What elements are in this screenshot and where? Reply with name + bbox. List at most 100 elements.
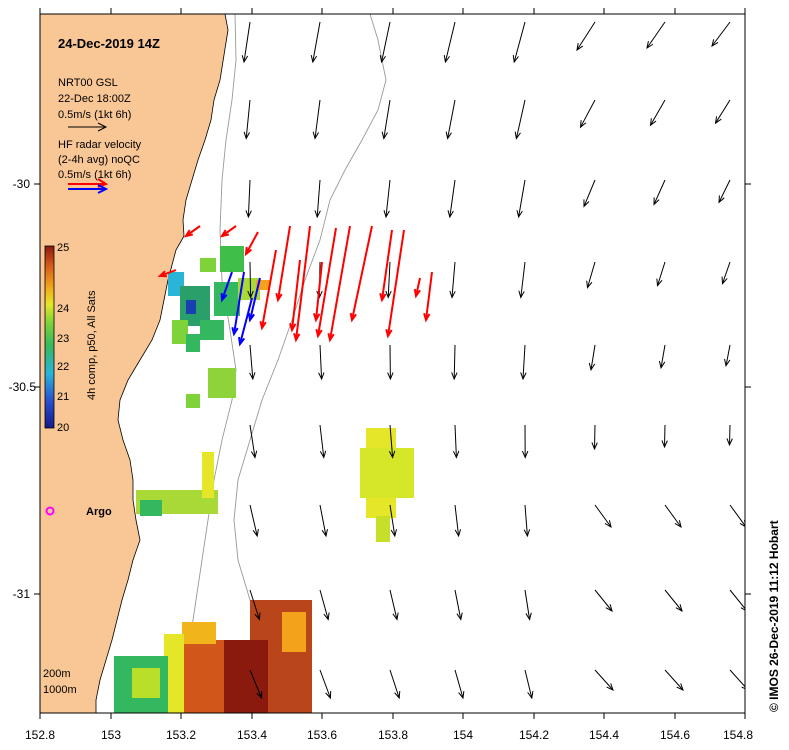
model-current-arrow-head <box>711 39 719 48</box>
model-current-arrow-head <box>583 199 590 208</box>
model-current-arrow-head <box>243 131 250 140</box>
radar-arrow-blue <box>239 297 253 345</box>
radar-arrow-red <box>315 261 323 321</box>
radar-arrow-blue <box>221 271 233 301</box>
colorbar-tick-label: 25 <box>57 242 69 254</box>
model-current-arrow <box>664 669 684 691</box>
model-current-arrow-head <box>249 372 256 381</box>
model-current-arrow <box>249 344 254 380</box>
model-current-arrow <box>729 669 745 688</box>
model-current-arrow <box>594 504 612 528</box>
x-tick-label: 153.2 <box>166 728 196 742</box>
model-current-arrow <box>247 179 251 218</box>
model-current-arrow-head <box>379 55 387 64</box>
model-current-arrow <box>583 179 596 207</box>
model-current-arrow-head <box>241 55 249 64</box>
model-current-arrow-head <box>449 290 456 299</box>
model-current-arrow <box>576 21 596 51</box>
radar-arrow-red <box>245 231 259 255</box>
model-current-arrow-head <box>606 683 614 691</box>
radar-arrow-blue-head <box>231 326 239 337</box>
model-current-arrow-head <box>656 278 663 287</box>
model-current-arrow <box>725 344 731 366</box>
radar-arrow-red <box>159 269 177 277</box>
sst-patches <box>114 246 414 713</box>
model-date: 22-Dec 18:00Z <box>58 93 131 105</box>
model-current-arrow-head <box>383 210 390 219</box>
model-current-arrow <box>729 589 745 610</box>
x-tick-label: 154.2 <box>519 728 549 742</box>
radar-arrow-red <box>387 229 405 337</box>
model-current-arrows <box>241 21 745 700</box>
model-current-arrow <box>245 99 251 139</box>
radar-arrow-red-head <box>349 312 357 323</box>
model-current-arrow-head <box>512 54 519 64</box>
model-current-arrow-head <box>714 116 722 125</box>
radar-arrow-red <box>415 277 421 297</box>
model-current-arrow-head <box>661 440 668 449</box>
model-current-arrow-head <box>653 197 660 206</box>
radar-legend: HF radar velocity (2-4h avg) noQC 0.5m/s… <box>58 139 142 194</box>
model-current-arrow <box>243 21 251 63</box>
radar-arrow-red <box>425 271 433 321</box>
radar-arrow-blue <box>249 277 261 321</box>
radar-arrow-blue-head <box>247 312 255 323</box>
model-current-arrow-head <box>256 690 263 700</box>
model-current-arrow <box>249 669 263 699</box>
model-current-arrow-head <box>451 372 458 381</box>
contour-label-200m: 200m <box>43 668 71 680</box>
radar-arrow-red <box>329 225 351 341</box>
model-current-arrow <box>385 179 391 218</box>
model-current-arrow <box>381 21 391 63</box>
model-current-arrow-head <box>518 290 525 299</box>
model-current-arrow-head <box>525 612 532 621</box>
argo-float-marker[interactable] <box>45 506 55 516</box>
radar-arrow-blue-head <box>238 336 246 347</box>
model-current-arrow-head <box>387 372 394 381</box>
model-current-arrow <box>660 344 666 368</box>
model-current-arrow <box>664 589 683 612</box>
model-current-arrow <box>316 179 321 218</box>
radar-arrow-red-head <box>315 328 323 339</box>
model-legend: NRT00 GSL 22-Dec 18:00Z 0.5m/s (1kt 6h) <box>58 77 131 132</box>
model-current-arrow <box>314 99 321 139</box>
radar-arrow-red <box>185 225 201 237</box>
model-current-arrow-head <box>250 450 258 459</box>
radar-arrow-red-head <box>259 320 267 331</box>
model-current-arrow-head <box>591 442 598 451</box>
model-current-arrow-head <box>516 210 523 219</box>
model-current-arrow <box>520 261 526 298</box>
imos-footer: © IMOS 26-Dec-2019 11:12 Hobart <box>767 520 781 712</box>
model-current-arrow <box>657 261 666 286</box>
model-current-arrow <box>449 179 456 218</box>
model-current-arrow <box>319 669 331 699</box>
model-current-arrow-head <box>318 372 325 381</box>
map-title: 24-Dec-2019 14Z <box>58 36 160 51</box>
radar-legend-line1: HF radar velocity <box>58 139 142 151</box>
model-current-arrow-head <box>452 450 460 459</box>
radar-arrow-red-head <box>413 288 421 299</box>
model-current-arrow <box>249 504 258 537</box>
model-current-arrow-head <box>527 691 534 700</box>
model-current-arrow <box>653 179 666 205</box>
model-current-arrow-head <box>314 210 321 219</box>
hf-radar-arrows <box>157 225 433 347</box>
model-current-arrow-head <box>605 604 613 612</box>
model-current-arrow-head <box>741 686 745 690</box>
model-current-arrow <box>513 21 526 63</box>
model-current-arrow-head <box>658 360 666 370</box>
model-current-arrow-head <box>674 520 682 529</box>
contour-label-1000m: 1000m <box>43 684 77 696</box>
x-tick-label: 153.8 <box>378 728 408 742</box>
model-current-arrow <box>650 99 666 126</box>
model-current-arrow-head <box>325 690 332 700</box>
model-current-arrow-head <box>456 612 463 621</box>
model-current-arrow-head <box>576 43 584 52</box>
model-current-arrow <box>524 669 533 699</box>
model-current-arrow-head <box>676 683 684 691</box>
model-current-arrow <box>389 589 398 620</box>
radar-arrow-red-head <box>327 332 335 343</box>
x-tick-label: 152.8 <box>25 728 55 742</box>
model-current-arrow <box>587 261 596 288</box>
